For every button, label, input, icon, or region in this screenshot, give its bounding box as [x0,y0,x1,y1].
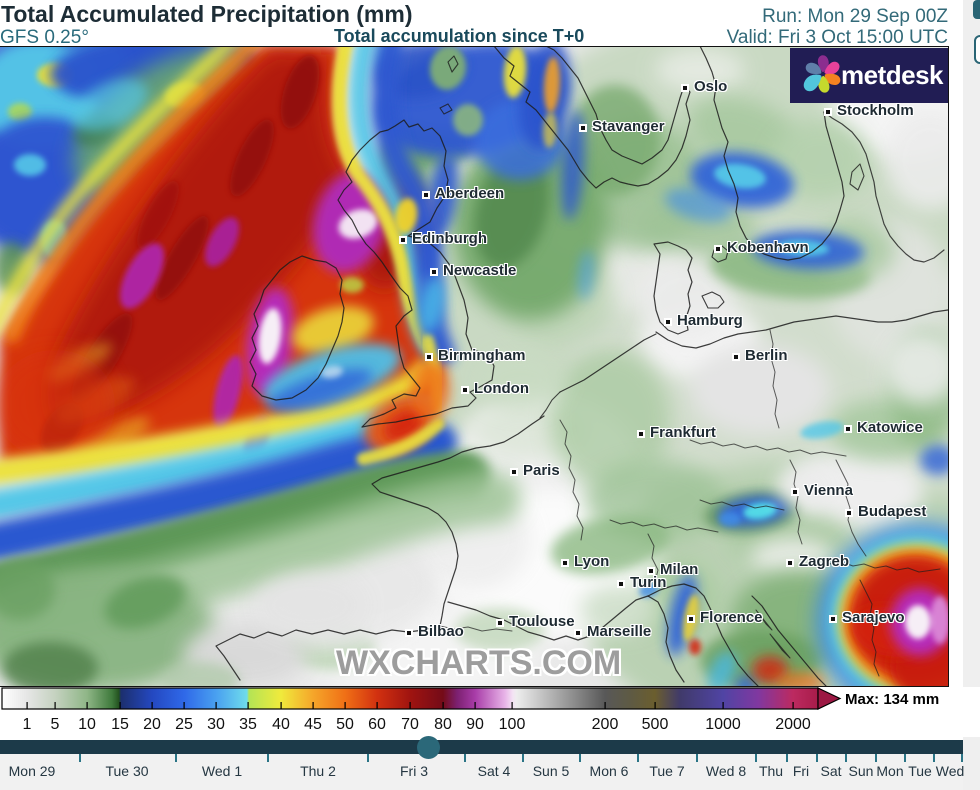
svg-text:70: 70 [401,716,419,733]
svg-text:40: 40 [272,716,290,733]
svg-text:Max: 134 mm: Max: 134 mm [845,691,939,708]
svg-text:90: 90 [466,716,484,733]
svg-text:1: 1 [23,716,32,733]
svg-text:200: 200 [592,716,619,733]
svg-text:15: 15 [111,716,129,733]
svg-text:100: 100 [499,716,526,733]
svg-text:35: 35 [239,716,257,733]
svg-text:2000: 2000 [775,716,811,733]
svg-text:25: 25 [175,716,193,733]
svg-text:5: 5 [51,716,60,733]
svg-text:50: 50 [336,716,354,733]
svg-text:30: 30 [207,716,225,733]
svg-text:500: 500 [642,716,669,733]
svg-text:60: 60 [368,716,386,733]
svg-text:45: 45 [304,716,322,733]
svg-text:metdesk: metdesk [841,60,944,90]
svg-text:20: 20 [143,716,161,733]
svg-text:80: 80 [434,716,452,733]
svg-text:1000: 1000 [705,716,741,733]
svg-text:10: 10 [78,716,96,733]
